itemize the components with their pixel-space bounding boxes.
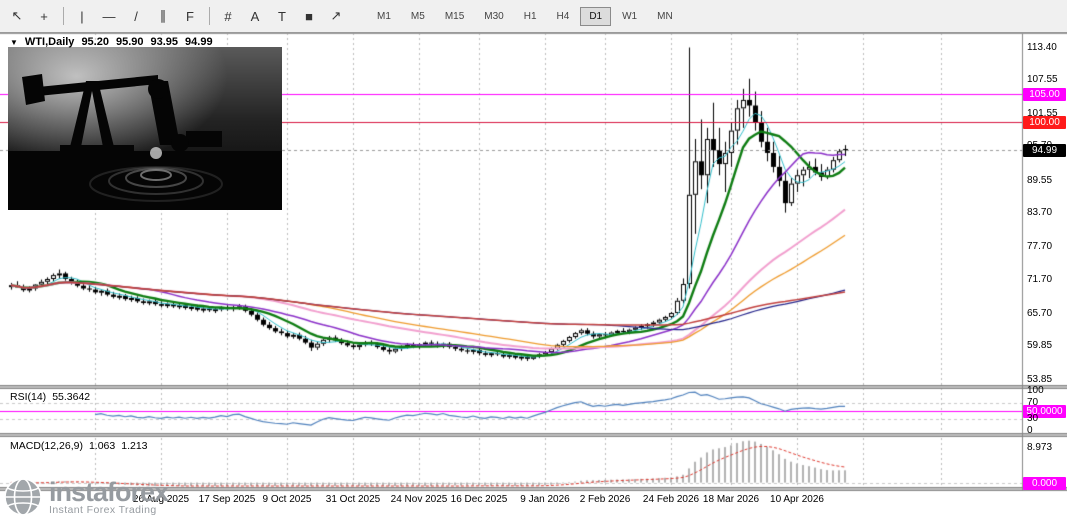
low-value: 93.95 — [150, 36, 179, 48]
tool-text-button[interactable]: A — [250, 8, 260, 24]
timeframe-M15-button[interactable]: M15 — [444, 10, 465, 22]
brand-name: instaforex — [49, 476, 169, 507]
tool-grid-button[interactable]: # — [224, 8, 232, 24]
tool-equidistant-channel-button[interactable]: ∥ — [159, 8, 167, 23]
timeframe-H1-button[interactable]: H1 — [523, 10, 537, 22]
macd-signal-value: 1.213 — [121, 440, 148, 452]
timeframe-W1-button[interactable]: W1 — [622, 10, 638, 22]
timeframe-H4-button[interactable]: H4 — [556, 10, 570, 22]
timeframe-M1-button[interactable]: M1 — [377, 10, 391, 22]
instaforex-logo: instaforex Instant Forex Trading — [4, 476, 169, 516]
tool-horizontal-line-button[interactable]: — — [102, 8, 116, 24]
timeframe-D1-button[interactable]: D1 — [580, 6, 612, 26]
close-value: 94.99 — [185, 36, 213, 48]
rsi-label: RSI(14) — [10, 391, 47, 403]
toolbar-separator — [209, 7, 210, 25]
high-value: 95.90 — [115, 36, 144, 48]
toolbar: ↖ + | — / ∥ F # A T ■ ↗ M1 M5 M15 M30 H1 H4 D1 W1 MN — [0, 0, 1067, 33]
tool-arrow-tools-button[interactable]: ↗ — [330, 8, 342, 23]
brand-tagline: Instant Forex Trading — [49, 503, 157, 516]
rsi-value: 55.3642 — [52, 391, 91, 403]
tool-fibonacci-button[interactable]: F — [186, 8, 194, 24]
toolbar-separator — [63, 7, 64, 25]
timeframe-group: M1 M5 M15 M30 H1 H4 D1 W1 MN — [368, 6, 684, 26]
tool-crosshair-button[interactable]: + — [40, 8, 48, 24]
tool-cursor-button[interactable]: ↖ — [11, 8, 23, 23]
tool-text-label-button[interactable]: T — [278, 8, 286, 24]
timeframe-M30-button[interactable]: M30 — [484, 10, 504, 22]
timeframe-MN-button[interactable]: MN — [657, 10, 673, 22]
globe-icon — [4, 478, 42, 516]
timeframe-M5-button[interactable]: M5 — [410, 10, 425, 22]
macd-header: MACD(12,26,9) 1.063 1.213 — [10, 440, 148, 452]
macd-value: 1.063 — [88, 440, 116, 452]
chart-symbol-header: ▼ WTI,Daily 95.20 95.90 93.95 94.99 — [10, 36, 213, 48]
symbol-dropdown-icon[interactable]: ▼ — [10, 37, 18, 47]
tool-vertical-line-button[interactable]: | — [80, 8, 84, 24]
tool-trendline-button[interactable]: / — [134, 8, 138, 24]
drawing-tools-group: ↖ + | — / ∥ F # A T ■ ↗ — [4, 4, 350, 28]
open-value: 95.20 — [81, 36, 109, 48]
tool-shapes-button[interactable]: ■ — [305, 8, 313, 24]
oil-pump-image — [8, 47, 282, 210]
rsi-header: RSI(14) 55.3642 — [10, 391, 90, 403]
macd-label: MACD(12,26,9) — [10, 440, 83, 452]
symbol-label: WTI,Daily — [24, 36, 75, 48]
